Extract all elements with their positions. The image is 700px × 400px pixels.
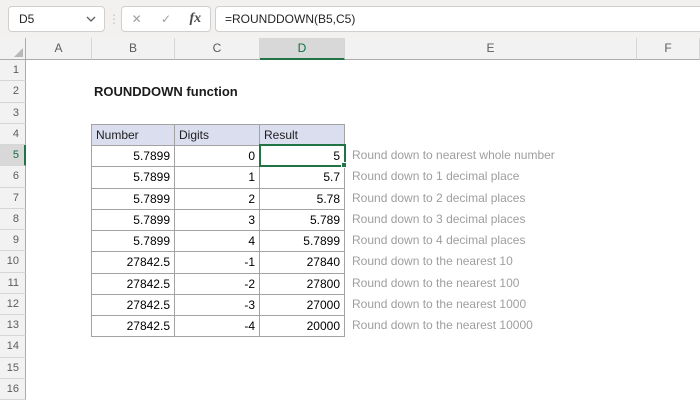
select-all-button[interactable]	[0, 38, 26, 60]
table-row: 5.7899 3 5.789	[92, 209, 345, 231]
cell-number[interactable]: 5.7899	[92, 231, 175, 253]
cell-result[interactable]: 5.7	[260, 167, 345, 189]
fill-handle[interactable]	[341, 161, 347, 168]
data-table: Number Digits Result 5.7899 0 5 5.7899 1…	[91, 123, 345, 338]
table-row: 5.7899 1 5.7	[92, 167, 345, 189]
row-header-column: 1 2 3 4 5 6 7 8 9 10 11 12 13 14 15 16	[0, 60, 26, 400]
table-row: 27842.5 -1 27840	[92, 252, 345, 274]
cell-digits[interactable]: -3	[175, 294, 260, 316]
table-row: 5.7899 0 5	[92, 146, 345, 168]
note-cell[interactable]: Round down to nearest whole number	[352, 148, 555, 162]
formula-buttons: ✕ ✓ fx	[121, 6, 211, 32]
row-header-9[interactable]: 9	[0, 230, 26, 252]
row-header-15[interactable]: 15	[0, 357, 26, 379]
column-header-b[interactable]: B	[92, 38, 175, 60]
column-header-e[interactable]: E	[345, 38, 637, 60]
row-header-12[interactable]: 12	[0, 293, 26, 315]
cell-result[interactable]: 27000	[260, 294, 345, 316]
row-header-2[interactable]: 2	[0, 81, 26, 103]
cell-result[interactable]: 5.78	[260, 188, 345, 210]
table-row: 5.7899 2 5.78	[92, 188, 345, 210]
row-header-6[interactable]: 6	[0, 166, 26, 188]
note-cell[interactable]: Round down to 1 decimal place	[352, 169, 520, 184]
cell-result[interactable]: 20000	[260, 316, 345, 338]
formula-input[interactable]: =ROUNDDOWN(B5,C5)	[215, 6, 700, 32]
formula-bar: D5 ⋮ ✕ ✓ fx =ROUNDDOWN(B5,C5)	[0, 0, 700, 38]
cell-digits[interactable]: 1	[175, 167, 260, 189]
cell-digits[interactable]: 2	[175, 188, 260, 210]
cell-digits[interactable]: 3	[175, 209, 260, 231]
select-all-triangle-icon	[14, 48, 23, 57]
chevron-down-icon[interactable]	[86, 16, 104, 22]
column-header-f[interactable]: F	[637, 38, 700, 60]
cell-number[interactable]: 5.7899	[92, 167, 175, 189]
column-header-a[interactable]: A	[26, 38, 92, 60]
cell-digits[interactable]: -1	[175, 252, 260, 274]
row-header-3[interactable]: 3	[0, 102, 26, 124]
row-header-13[interactable]: 13	[0, 315, 26, 337]
row-header-8[interactable]: 8	[0, 208, 26, 230]
row-header-5[interactable]: 5	[0, 145, 26, 167]
cell-number[interactable]: 27842.5	[92, 294, 175, 316]
column-header-c[interactable]: C	[175, 38, 260, 60]
formula-text: =ROUNDDOWN(B5,C5)	[225, 12, 356, 26]
cancel-icon[interactable]: ✕	[131, 12, 142, 26]
table-body: 5.7899 0 5 5.7899 1 5.7 5.7899 2 5.78 5.…	[92, 146, 345, 338]
sheet-title[interactable]: ROUNDDOWN function	[94, 84, 238, 100]
row-header-1[interactable]: 1	[0, 60, 26, 82]
note-cell[interactable]: Round down to 4 decimal places	[352, 233, 526, 247]
cell-number[interactable]: 5.7899	[92, 188, 175, 210]
note-cell[interactable]: Round down to the nearest 1000	[352, 296, 527, 311]
cell-number[interactable]: 27842.5	[92, 273, 175, 295]
column-header-d[interactable]: D	[260, 38, 345, 60]
cell-result[interactable]: 5.7899	[260, 231, 345, 253]
row-header-14[interactable]: 14	[0, 336, 26, 358]
note-cell[interactable]: Round down to the nearest 10000	[352, 318, 533, 332]
cell-digits[interactable]: 4	[175, 231, 260, 253]
table-row: 27842.5 -2 27800	[92, 273, 345, 295]
row-header-7[interactable]: 7	[0, 187, 26, 209]
table-header-digits[interactable]: Digits	[175, 124, 260, 146]
cell-digits[interactable]: -4	[175, 316, 260, 338]
cell-number[interactable]: 27842.5	[92, 316, 175, 338]
row-header-11[interactable]: 11	[0, 272, 26, 294]
cell-result[interactable]: 5	[260, 146, 345, 168]
cell-number[interactable]: 5.7899	[92, 146, 175, 168]
cell-number[interactable]: 27842.5	[92, 252, 175, 274]
row-header-16[interactable]: 16	[0, 378, 26, 400]
sheet-grid[interactable]: ROUNDDOWN function Number Digits Result …	[26, 60, 700, 400]
note-cell[interactable]: Round down to the nearest 10	[352, 254, 513, 269]
cell-digits[interactable]: 0	[175, 146, 260, 168]
row-header-10[interactable]: 10	[0, 251, 26, 273]
row-header-4[interactable]: 4	[0, 123, 26, 145]
table-header-number[interactable]: Number	[92, 124, 175, 146]
separator-dots-icon: ⋮	[108, 12, 120, 26]
table-row: 5.7899 4 5.7899	[92, 231, 345, 253]
note-cell[interactable]: Round down to 2 decimal places	[352, 190, 526, 205]
cell-result[interactable]: 5.789	[260, 209, 345, 231]
table-row: 27842.5 -3 27000	[92, 294, 345, 316]
table-header-result[interactable]: Result	[260, 124, 345, 146]
note-cell[interactable]: Round down to 3 decimal places	[352, 211, 526, 226]
cell-number[interactable]: 5.7899	[92, 209, 175, 231]
note-cell[interactable]: Round down to the nearest 100	[352, 275, 520, 290]
name-box-value: D5	[19, 12, 35, 26]
cell-digits[interactable]: -2	[175, 273, 260, 295]
table-row: 27842.5 -4 20000	[92, 316, 345, 338]
insert-function-icon[interactable]: fx	[189, 11, 202, 26]
table-header-row: Number Digits Result	[92, 124, 345, 146]
enter-icon[interactable]: ✓	[160, 12, 172, 26]
cell-result[interactable]: 27840	[260, 252, 345, 274]
name-box[interactable]: D5	[8, 6, 105, 32]
cell-result[interactable]: 27800	[260, 273, 345, 295]
